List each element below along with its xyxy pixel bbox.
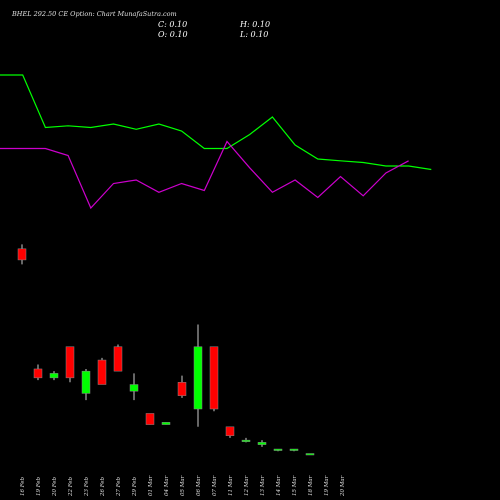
x-axis: 16 Feb 19 Feb 20 Feb 22 Feb 23 Feb 26 Feb 27 F…: [20, 475, 346, 497]
indicator-line-1: [0, 74, 432, 171]
candle-body: [65, 346, 75, 379]
candle-body: [49, 373, 59, 379]
x-tick-label: 26 Feb: [100, 476, 106, 497]
candle-body: [177, 382, 187, 396]
candles: [17, 244, 315, 456]
x-tick-label: 16 Feb: [20, 476, 26, 496]
x-tick-label: 22 Feb: [68, 476, 74, 497]
candle-body: [257, 442, 267, 445]
candle-body: [17, 248, 27, 261]
x-tick-label: 15 Mar: [292, 475, 298, 496]
x-tick-label: 06 Mar: [196, 475, 202, 496]
x-tick-label: 20 Feb: [52, 476, 58, 497]
x-tick-label: 04 Mar: [164, 475, 170, 496]
x-tick-label: 13 Mar: [260, 475, 266, 496]
candle-body: [241, 439, 251, 442]
candle-body: [289, 448, 299, 451]
candle-body: [145, 413, 155, 425]
x-tick-label: 23 Feb: [84, 476, 90, 497]
indicator-line-2: [0, 140, 409, 210]
high-value: H: 0.10: [240, 20, 271, 29]
x-tick-label: 11 Mar: [228, 475, 234, 496]
indicator-lines: [0, 74, 432, 210]
x-tick-label: 01 Mar: [148, 475, 154, 496]
candle-body: [193, 346, 203, 410]
candle-body: [305, 453, 315, 456]
open-value: O: 0.10: [158, 30, 188, 39]
candle-body: [209, 346, 219, 410]
x-tick-label: 12 Mar: [244, 475, 250, 496]
candle-body: [161, 422, 171, 425]
low-value: L: 0.10: [240, 30, 269, 39]
candle-body: [113, 346, 123, 372]
x-tick-label: 07 Mar: [212, 475, 218, 496]
candle-body: [273, 448, 283, 451]
x-tick-label: 14 Mar: [276, 475, 282, 496]
x-tick-label: 05 Mar: [180, 475, 186, 496]
candle-body: [97, 359, 107, 385]
x-tick-label: 19 Mar: [324, 475, 330, 496]
candle-body: [129, 384, 139, 392]
x-tick-label: 27 Feb: [116, 476, 122, 497]
x-tick-label: 18 Mar: [308, 475, 314, 496]
close-value: C: 0.10: [158, 20, 188, 29]
candle-body: [81, 370, 91, 394]
chart-title: BHEL 292.50 CE Option: Chart MunafaSutra…: [12, 10, 177, 18]
x-tick-label: 29 Feb: [132, 476, 138, 497]
x-tick-label: 20 Mar: [340, 475, 346, 497]
candle-body: [33, 368, 43, 379]
x-tick-label: 19 Feb: [36, 476, 42, 496]
candle-body: [225, 426, 235, 436]
